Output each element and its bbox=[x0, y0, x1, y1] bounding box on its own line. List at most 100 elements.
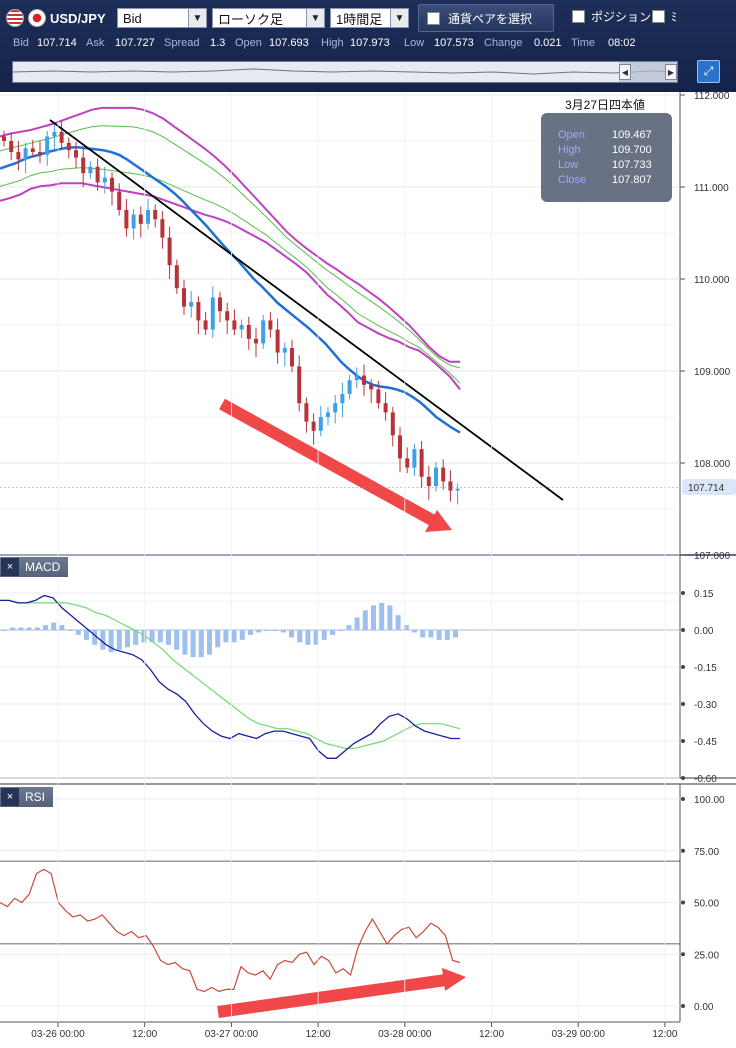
downtrend-arrow bbox=[219, 398, 452, 532]
select-pair-button[interactable]: 通貨ペアを選択 bbox=[418, 4, 554, 32]
chart-type-select[interactable]: ローソク足 ▼ bbox=[212, 8, 325, 28]
candle-body bbox=[311, 421, 316, 431]
change-label: Change bbox=[484, 37, 523, 49]
macd-histogram-bar bbox=[444, 630, 450, 640]
candle-body bbox=[426, 476, 431, 486]
candle-body bbox=[203, 320, 208, 330]
candle-body bbox=[131, 214, 136, 229]
second-checkbox[interactable]: ﾐ bbox=[652, 8, 677, 25]
x-tick-label: 03-27 00:00 bbox=[205, 1029, 259, 1040]
close-icon[interactable]: × bbox=[1, 558, 19, 576]
macd-panel: 0.15 0.00 -0.15 -0.30 -0.45 -0.60 bbox=[0, 555, 736, 785]
candle-body bbox=[9, 141, 14, 153]
macd-label: MACD bbox=[25, 560, 61, 574]
macd-histogram-bar bbox=[182, 630, 188, 655]
candle-body bbox=[117, 191, 122, 210]
candle-body bbox=[74, 150, 78, 158]
candle-body bbox=[30, 148, 35, 153]
macd-histogram-bar bbox=[346, 625, 352, 630]
macd-histogram-bar bbox=[100, 630, 106, 650]
rsi-y-tick bbox=[681, 900, 685, 905]
candle-body bbox=[210, 297, 215, 330]
ohlc-open-label: Open bbox=[558, 129, 585, 141]
ohlc-low-value: 107.733 bbox=[612, 159, 652, 171]
candle-body bbox=[95, 166, 100, 183]
macd-y-tick bbox=[681, 702, 685, 706]
high-value: 107.973 bbox=[350, 37, 390, 49]
macd-line bbox=[0, 594, 460, 759]
macd-histogram-bar bbox=[92, 630, 98, 645]
rsi-y-tick bbox=[681, 848, 685, 853]
candle-body bbox=[441, 467, 446, 482]
navigator-sparkline bbox=[13, 68, 677, 75]
macd-histogram-bar bbox=[149, 630, 155, 643]
price-panel: 112.000 111.000 110.000 109.000 108.000 107.0… bbox=[0, 92, 736, 602]
macd-histogram-bar bbox=[174, 630, 180, 650]
navigator-handle[interactable] bbox=[619, 62, 677, 82]
checkbox-icon[interactable] bbox=[572, 10, 585, 23]
nav-right-arrow-icon[interactable]: ▶ bbox=[665, 64, 677, 80]
nav-left-arrow-icon[interactable]: ◀ bbox=[619, 64, 631, 80]
chevron-down-icon[interactable]: ▼ bbox=[306, 9, 324, 27]
close-icon[interactable]: × bbox=[1, 788, 19, 806]
candle-body bbox=[419, 449, 424, 477]
checkbox-icon[interactable] bbox=[652, 10, 665, 23]
candle-body bbox=[66, 142, 71, 151]
rsi-y-tick-label: 50.00 bbox=[694, 899, 719, 910]
candle-body bbox=[261, 320, 266, 344]
macd-histogram-bar bbox=[403, 625, 409, 630]
macd-histogram-bar bbox=[108, 630, 114, 653]
chart-navigator[interactable]: ◀ ▶ bbox=[12, 61, 678, 83]
macd-panel-tag: × MACD bbox=[0, 557, 69, 577]
x-tick-label: 03-29 00:00 bbox=[552, 1029, 606, 1040]
macd-histogram-bar bbox=[34, 627, 40, 630]
candle-body bbox=[124, 210, 129, 229]
second-checkbox-label: ﾐ bbox=[671, 10, 678, 24]
candle-body bbox=[45, 136, 50, 155]
chart-type-value: ローソク足 bbox=[218, 11, 284, 27]
low-label: Low bbox=[404, 37, 425, 49]
ohlc-close-row: Close 107.807 bbox=[558, 174, 666, 188]
candle-body bbox=[218, 297, 222, 312]
candle-body bbox=[246, 325, 251, 339]
candle-body bbox=[304, 403, 309, 422]
rsi-label: RSI bbox=[25, 790, 46, 804]
macd-y-tick bbox=[681, 665, 685, 669]
candle-body bbox=[398, 435, 402, 459]
candle-body bbox=[362, 375, 366, 385]
select-pair-label: 通貨ペアを選択 bbox=[448, 11, 533, 26]
macd-histogram-bar bbox=[313, 630, 319, 645]
currency-pair-label: USD/JPY bbox=[50, 10, 106, 26]
macd-y-tick bbox=[681, 591, 685, 595]
macd-y-tick-label: -0.15 bbox=[694, 663, 717, 674]
macd-histogram-bar bbox=[420, 630, 426, 638]
candle-body bbox=[376, 389, 381, 404]
zoom-toggle-button[interactable]: ⤢ bbox=[697, 60, 720, 83]
ohlc-high-row: High 109.700 bbox=[558, 144, 666, 158]
candle-body bbox=[340, 394, 345, 404]
candle-body bbox=[153, 210, 158, 220]
rsi-y-tick bbox=[681, 1004, 685, 1008]
macd-y-tick bbox=[681, 739, 685, 743]
timeframe-select[interactable]: 1時間足 ▼ bbox=[330, 8, 409, 28]
chevron-down-icon[interactable]: ▼ bbox=[390, 9, 408, 27]
price-type-select[interactable]: Bid ▼ bbox=[117, 8, 207, 28]
bid-label: Bid bbox=[13, 37, 29, 49]
quote-row: Bid 107.714 Ask 107.727 Spread 1.3 Open … bbox=[0, 37, 736, 53]
macd-histogram-bar bbox=[190, 630, 196, 658]
macd-histogram-bar bbox=[256, 630, 262, 633]
candle-body bbox=[38, 152, 42, 155]
candle-body bbox=[88, 166, 93, 174]
x-tick-label: 12:00 bbox=[132, 1029, 157, 1040]
position-label: ポジション bbox=[591, 10, 652, 24]
macd-histogram-bar bbox=[395, 615, 401, 630]
candle-body bbox=[412, 449, 417, 468]
chevron-down-icon[interactable]: ▼ bbox=[188, 9, 206, 27]
chart-canvas[interactable]: 112.000 111.000 110.000 109.000 108.000 107.0… bbox=[0, 92, 736, 1048]
currency-pair-button[interactable]: USD/JPY bbox=[6, 6, 112, 30]
candle-body bbox=[81, 157, 86, 174]
macd-histogram-bar bbox=[75, 630, 81, 635]
macd-histogram-bar bbox=[67, 630, 73, 631]
candle-body bbox=[254, 338, 258, 344]
position-checkbox[interactable]: ポジション bbox=[572, 8, 651, 25]
